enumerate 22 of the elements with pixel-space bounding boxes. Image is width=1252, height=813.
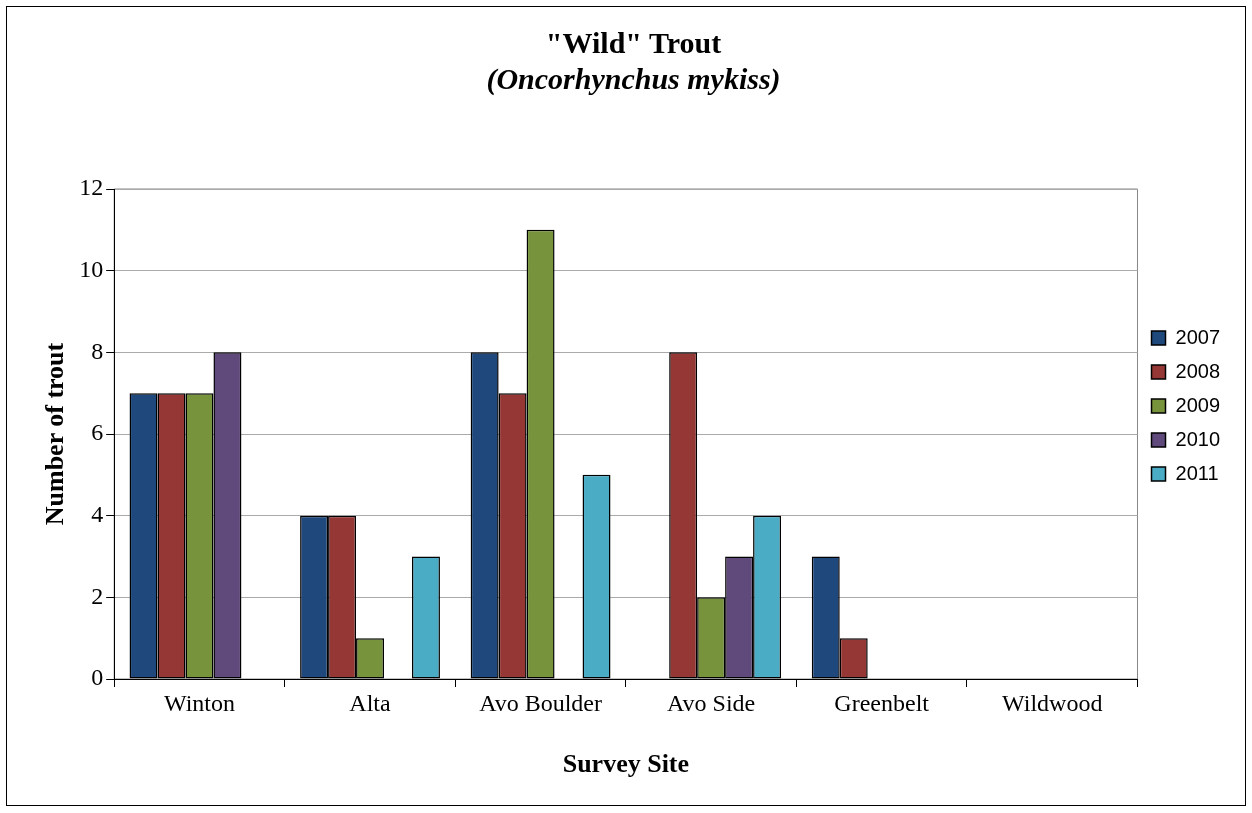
legend-label: 2009 [1175, 393, 1221, 416]
y-tick-label: 8 [91, 337, 104, 364]
x-axis-title: Survey Site [562, 749, 690, 779]
y-tick-label: 6 [91, 419, 104, 446]
y-tick-label: 0 [91, 664, 104, 691]
legend-label: 2008 [1175, 359, 1221, 382]
x-tick-label: Avo Side [667, 689, 756, 716]
chart-title: "Wild" Trout [545, 25, 722, 59]
x-tick-label: Greenbelt [834, 689, 930, 716]
y-tick-label: 4 [91, 500, 104, 527]
x-tick-label: Alta [349, 689, 392, 716]
legend-label: 2011 [1175, 461, 1219, 484]
x-tick-label: Winton [163, 689, 235, 716]
y-tick-label: 2 [91, 582, 104, 609]
legend-label: 2010 [1175, 427, 1221, 450]
y-axis-title: Number of trout [40, 342, 70, 526]
y-tick-label: 10 [79, 255, 104, 282]
x-tick-label: Avo Boulder [479, 689, 603, 716]
y-tick-label: 12 [79, 174, 104, 201]
legend-label: 2007 [1175, 325, 1221, 348]
x-tick-label: Wildwood [1002, 689, 1103, 716]
chart-subtitle: (Oncorhynchus mykiss) [486, 61, 781, 96]
